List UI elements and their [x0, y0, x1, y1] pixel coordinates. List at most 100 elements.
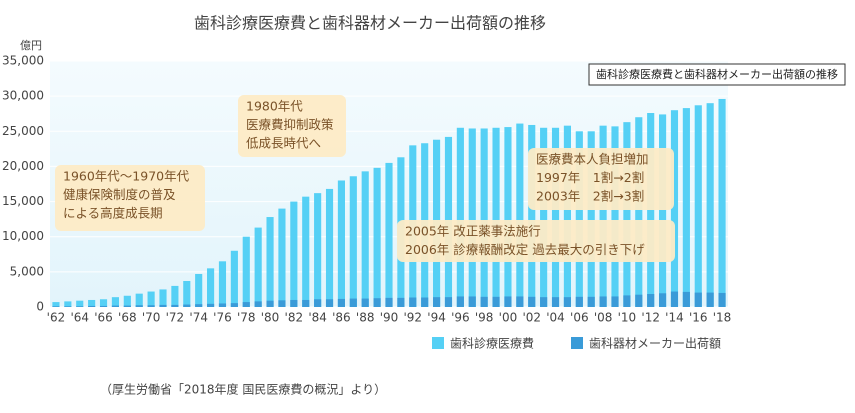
x-tick-label: '82 — [285, 311, 304, 325]
bar — [563, 125, 571, 307]
annotation-box — [238, 95, 346, 157]
bar — [207, 268, 215, 307]
bar — [64, 306, 72, 307]
bar — [670, 291, 679, 307]
bar — [718, 98, 726, 307]
x-tick-label: '10 — [618, 311, 637, 325]
bar — [694, 105, 702, 307]
bar — [52, 302, 60, 307]
x-tick-label: '64 — [70, 311, 89, 325]
bar — [337, 180, 345, 307]
bar — [123, 305, 131, 307]
annotation-text: 1960年代〜1970年代 — [63, 169, 190, 184]
x-tick-label: '14 — [665, 311, 684, 325]
bar — [195, 273, 203, 307]
bar — [599, 125, 607, 307]
bar — [99, 305, 108, 307]
bar — [195, 304, 203, 307]
chart-title: 歯科診療医療費と歯科器材メーカー出荷額の推移 — [194, 14, 546, 33]
bar — [147, 305, 155, 307]
bar — [551, 297, 560, 307]
bar — [706, 292, 714, 307]
bar — [480, 128, 488, 307]
bar — [659, 293, 667, 307]
x-tick-label: '84 — [308, 311, 327, 325]
bar — [409, 297, 417, 307]
x-tick-label: '78 — [237, 311, 256, 325]
bar — [302, 299, 310, 307]
bar — [492, 296, 500, 307]
bar — [218, 303, 227, 307]
bar — [242, 236, 250, 307]
y-tick-label: 10,000 — [2, 229, 44, 243]
bar — [516, 123, 524, 307]
bar — [325, 188, 334, 307]
x-tick-label: '68 — [118, 311, 137, 325]
bar — [171, 304, 179, 307]
bar — [111, 297, 119, 307]
annotation-text: 2006年 診療報酬改定 過去最大の引き下げ — [405, 242, 645, 257]
bar — [635, 117, 643, 307]
y-tick-label: 20,000 — [2, 159, 44, 173]
bar — [52, 306, 60, 307]
x-tick-label: '12 — [641, 311, 660, 325]
bar — [516, 296, 524, 307]
y-tick-label: 5,000 — [10, 264, 44, 278]
bar — [575, 296, 583, 307]
bar — [397, 297, 405, 307]
bar — [540, 127, 548, 308]
bar — [575, 131, 583, 307]
bar — [123, 295, 131, 307]
annotation-box — [528, 148, 674, 210]
bar — [159, 304, 167, 307]
bar — [99, 299, 108, 307]
inset-box — [588, 63, 846, 86]
annotation-text: 1997年 1割→2割 — [536, 170, 644, 185]
x-tick-label: '00 — [499, 311, 518, 325]
legend-swatch — [571, 337, 583, 349]
bar — [659, 114, 667, 307]
bar — [682, 291, 690, 307]
bar — [314, 193, 322, 307]
bar — [278, 300, 286, 307]
bar — [444, 297, 453, 307]
bar — [373, 298, 381, 307]
x-tick-label: '94 — [427, 311, 446, 325]
legend-swatch — [432, 337, 444, 349]
bar — [385, 297, 393, 307]
bar — [587, 296, 595, 307]
source: （厚生労働省「2018年度 国民医療費の概況」より） — [100, 382, 386, 397]
x-tick-label: '88 — [356, 311, 375, 325]
annotation-text: 医療費抑制政策 — [246, 117, 334, 132]
bar — [480, 296, 488, 307]
bar — [694, 292, 702, 307]
x-tick-label: '80 — [261, 311, 280, 325]
x-tick-label: '62 — [47, 311, 66, 325]
y-unit: 億円 — [20, 39, 42, 52]
bar — [76, 300, 84, 307]
x-tick-label: '16 — [689, 311, 708, 325]
x-tick-label: '74 — [189, 311, 208, 325]
bar — [290, 201, 298, 307]
bar — [361, 298, 369, 307]
bar — [64, 301, 72, 307]
bar — [385, 162, 393, 307]
bar — [230, 250, 238, 307]
bar — [266, 217, 274, 307]
bar — [159, 289, 167, 307]
bar — [682, 108, 690, 307]
legend-label: 歯科器材メーカー出荷額 — [589, 337, 721, 351]
bar — [623, 295, 631, 307]
annotation-text: 2003年 2割→3割 — [536, 189, 644, 204]
annotation-box — [397, 220, 675, 262]
annotation-text: 1980年代 — [246, 99, 303, 114]
bar — [242, 302, 250, 307]
annotation-box — [55, 165, 205, 231]
bar — [76, 306, 84, 307]
bar — [528, 124, 536, 308]
annotation-text: 低成長時代へ — [246, 136, 321, 151]
y-tick-label: 0 — [36, 300, 44, 314]
bar — [468, 128, 476, 307]
bar — [504, 127, 512, 307]
bar — [183, 280, 191, 307]
